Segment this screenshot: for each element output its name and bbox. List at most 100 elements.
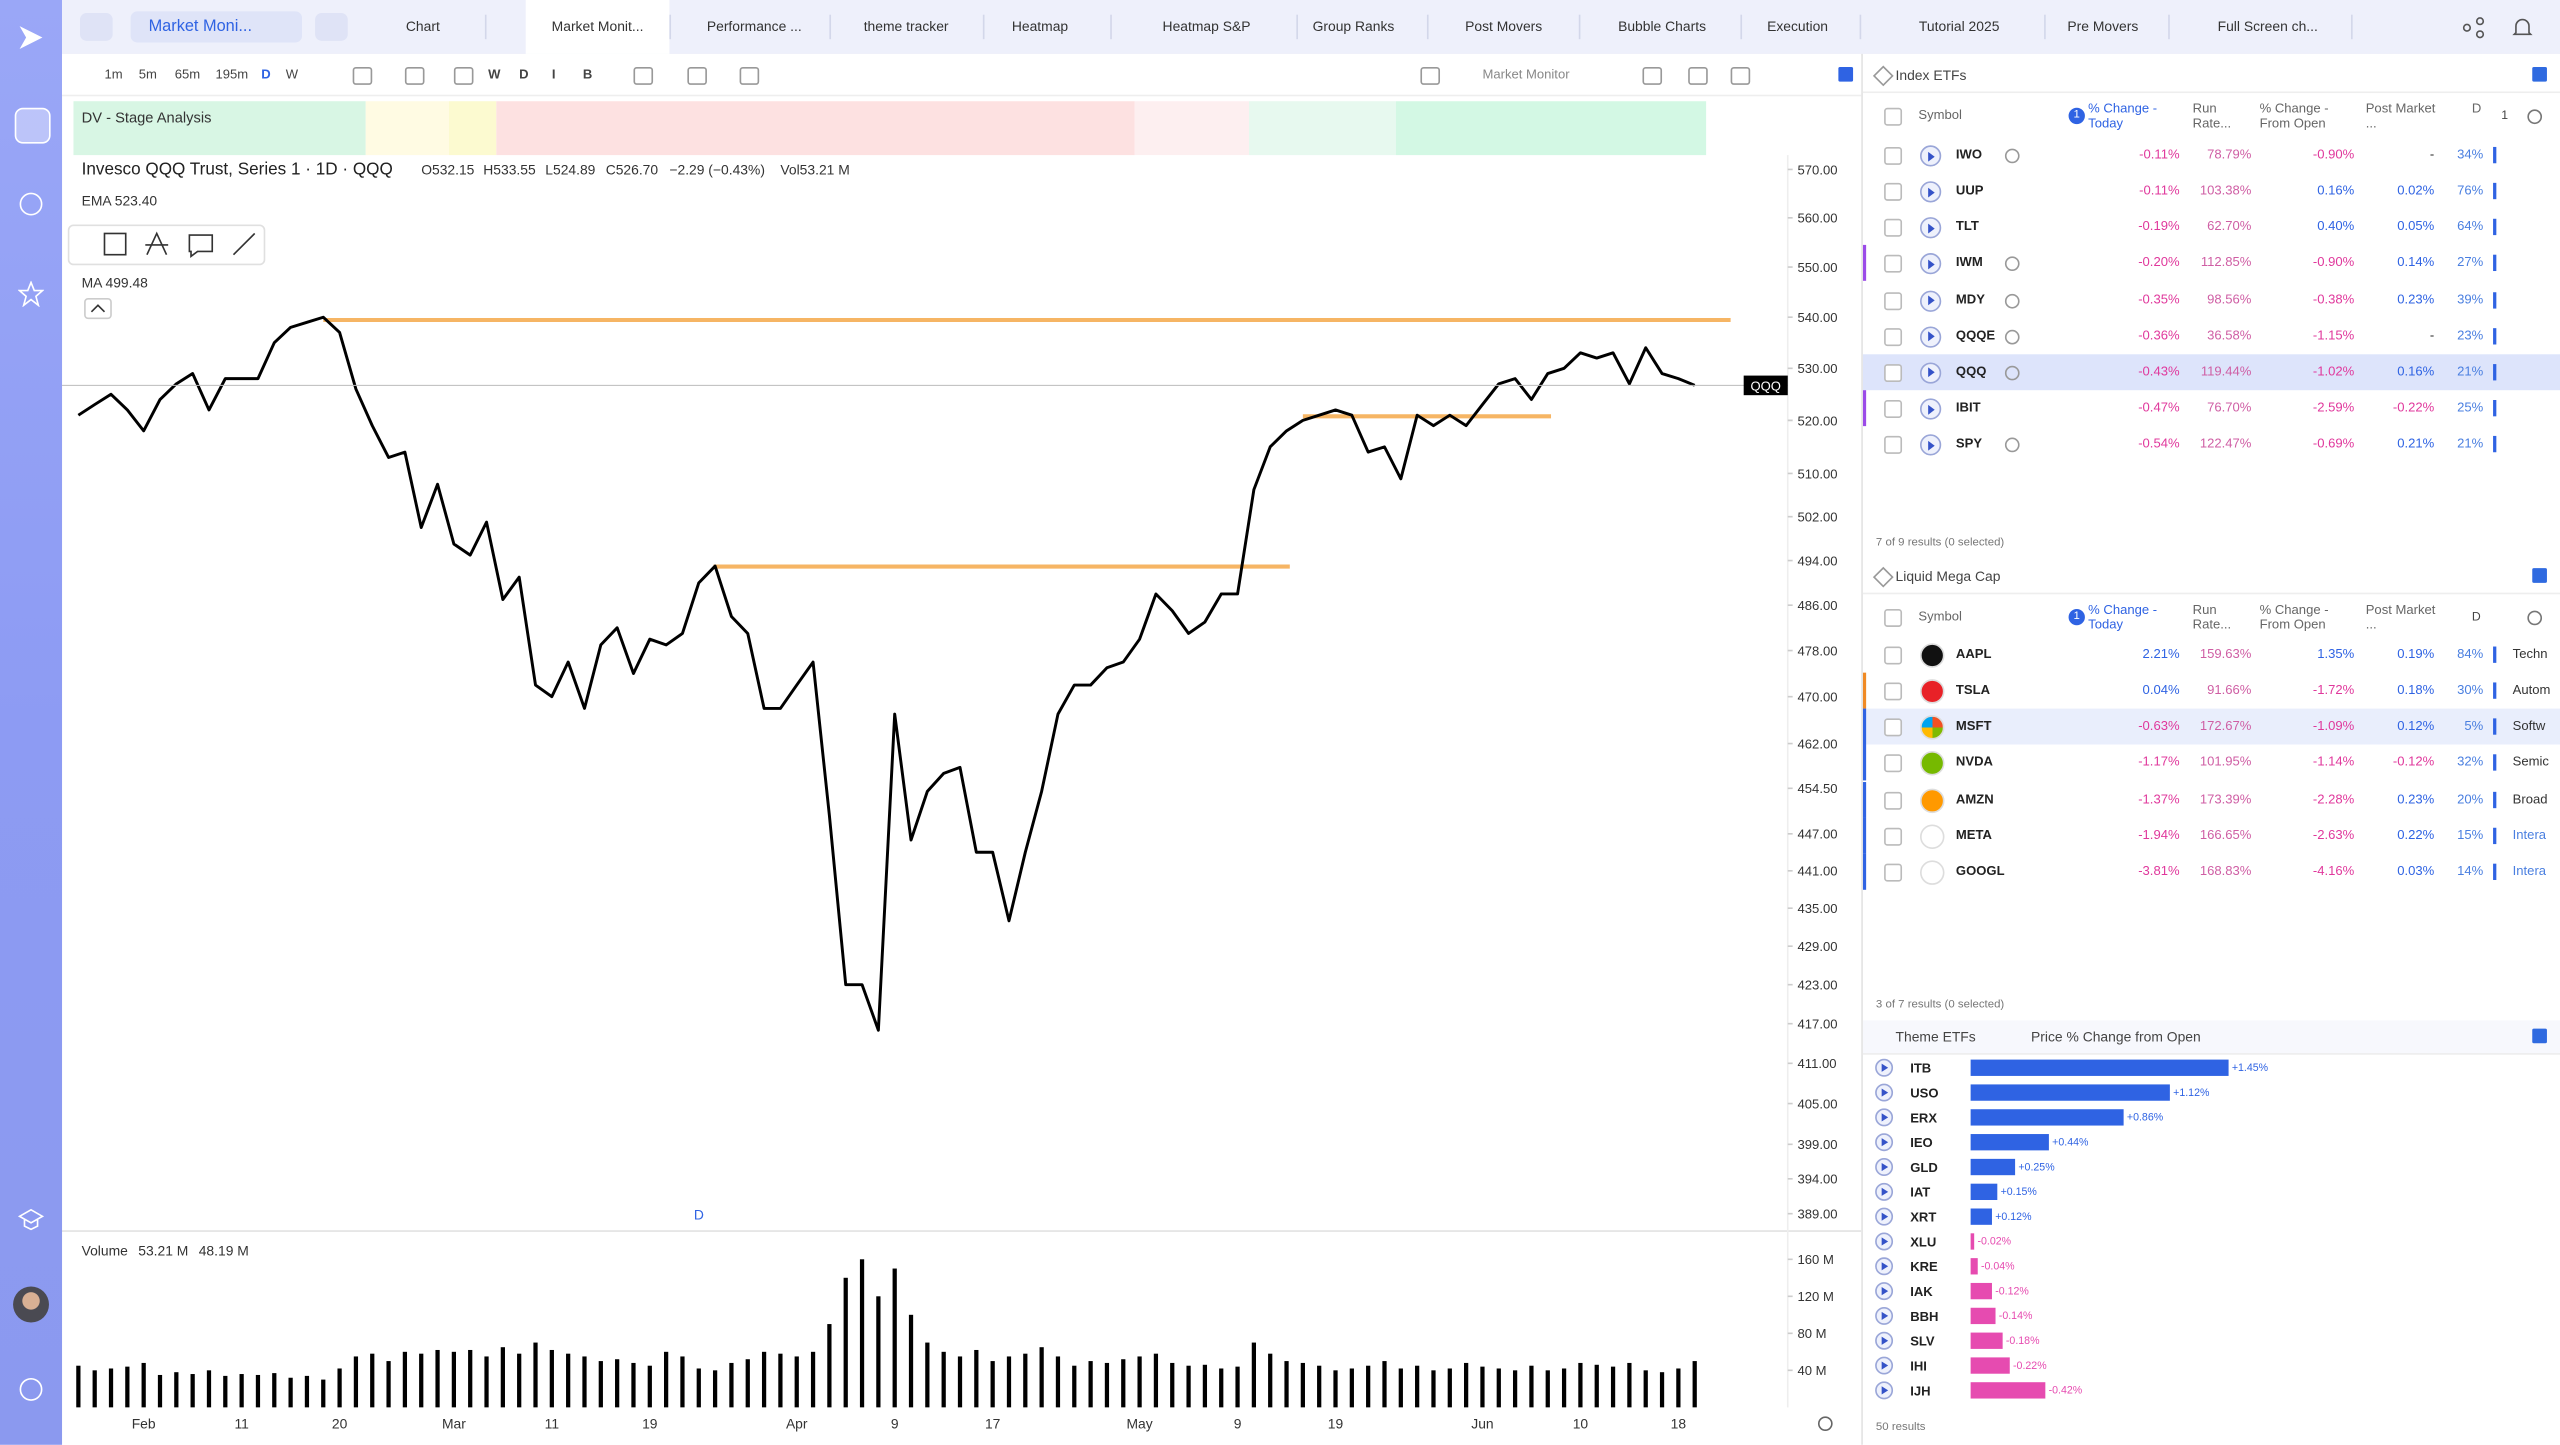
tab[interactable]: theme tracker: [863, 17, 949, 35]
symbol[interactable]: GOOGL: [1955, 863, 2005, 879]
row-checkbox[interactable]: [1884, 146, 1903, 165]
toolbar-icon[interactable]: [1688, 66, 1708, 85]
note-tool[interactable]: [188, 234, 214, 258]
row-checkbox[interactable]: [1884, 400, 1903, 419]
column-header[interactable]: Symbol: [1918, 107, 1962, 123]
tab[interactable]: Bubble Charts: [1618, 17, 1707, 35]
symbol[interactable]: UUP: [1955, 183, 1984, 198]
style-button[interactable]: I: [551, 66, 556, 82]
column-header[interactable]: Symbol: [1918, 608, 1962, 624]
interval-button[interactable]: W: [285, 66, 299, 82]
line-tool[interactable]: [232, 232, 256, 256]
column-header[interactable]: % Change - Today: [2088, 602, 2158, 632]
play-button[interactable]: [1920, 434, 1942, 456]
help-button[interactable]: [19, 1377, 43, 1401]
row-checkbox[interactable]: [1884, 718, 1903, 737]
row-checkbox[interactable]: [1884, 183, 1903, 202]
row-checkbox[interactable]: [1884, 219, 1903, 238]
symbol[interactable]: TLT: [1955, 219, 1979, 234]
row-checkbox[interactable]: [1884, 363, 1903, 382]
tab[interactable]: Tutorial 2025: [1918, 17, 2000, 35]
tab[interactable]: Performance ...: [706, 17, 802, 35]
sidebar-learn[interactable]: [17, 1208, 45, 1231]
panel-toggle[interactable]: [2532, 568, 2547, 583]
symbol[interactable]: QQQE: [1955, 327, 1996, 343]
symbol[interactable]: IBIT: [1955, 400, 1981, 415]
column-settings[interactable]: [2527, 610, 2543, 626]
symbol[interactable]: MSFT: [1955, 718, 1992, 734]
column-settings[interactable]: [2527, 109, 2543, 125]
symbol[interactable]: MDY: [1955, 291, 1985, 307]
column-header[interactable]: % Change - From Open: [2259, 101, 2329, 131]
tab[interactable]: Pre Movers: [2067, 17, 2139, 35]
apps-button[interactable]: [315, 13, 348, 41]
symbol[interactable]: AMZN: [1955, 791, 1994, 806]
toolbar-icon[interactable]: [352, 66, 373, 85]
search-button[interactable]: [80, 13, 113, 41]
sidebar-star[interactable]: [17, 280, 45, 307]
play-button[interactable]: [1920, 326, 1942, 348]
settings-icon[interactable]: [1817, 1416, 1833, 1432]
symbol[interactable]: QQQ: [1955, 363, 1987, 379]
tab[interactable]: Chart: [405, 17, 440, 35]
tab[interactable]: Post Movers: [1465, 17, 1543, 35]
sidebar-dashboard[interactable]: [14, 107, 51, 144]
style-button[interactable]: D: [519, 66, 529, 82]
fib-tool[interactable]: [145, 231, 169, 256]
sidebar-radar[interactable]: [19, 192, 43, 216]
toolbar-icon[interactable]: [404, 66, 425, 85]
row-checkbox[interactable]: [1884, 827, 1903, 846]
row-checkbox[interactable]: [1884, 755, 1903, 773]
tab[interactable]: Market Monit...: [525, 0, 670, 54]
interval-button[interactable]: 65m: [174, 66, 201, 82]
row-checkbox[interactable]: [1884, 436, 1903, 455]
tab[interactable]: Group Ranks: [1312, 17, 1395, 35]
select-all[interactable]: [1884, 107, 1903, 126]
symbol[interactable]: META: [1955, 827, 1992, 843]
play-button[interactable]: [1920, 145, 1942, 167]
panel-toggle[interactable]: [2532, 66, 2547, 82]
notifications[interactable]: [2511, 16, 2534, 39]
row-checkbox[interactable]: [1884, 255, 1903, 274]
share-button[interactable]: [2462, 16, 2485, 39]
symbol[interactable]: AAPL: [1955, 646, 1992, 662]
play-button[interactable]: [1920, 253, 1942, 276]
select-all[interactable]: [1884, 608, 1903, 627]
rect-tool[interactable]: [103, 232, 127, 256]
play-button[interactable]: [1920, 181, 1942, 203]
column-header[interactable]: Post Market ...: [2365, 602, 2436, 632]
play-button[interactable]: [1920, 289, 1942, 312]
toolbar-icon[interactable]: [1730, 66, 1751, 85]
tab[interactable]: Heatmap S&P: [1162, 17, 1251, 35]
toolbar-icon[interactable]: [1642, 66, 1663, 85]
play-button[interactable]: [1920, 398, 1942, 420]
column-header[interactable]: % Change - Today: [2088, 101, 2158, 131]
toolbar-icon[interactable]: [1420, 66, 1441, 85]
toolbar-icon[interactable]: [633, 66, 654, 85]
row-checkbox[interactable]: [1884, 863, 1903, 882]
interval-button[interactable]: 1m: [104, 66, 123, 82]
interval-button[interactable]: D: [261, 66, 271, 82]
symbol[interactable]: NVDA: [1955, 755, 1993, 770]
column-header[interactable]: Run Rate...: [2192, 602, 2232, 632]
column-header[interactable]: % Change - From Open: [2259, 602, 2329, 632]
play-button[interactable]: [1920, 217, 1942, 239]
toolbar-icon[interactable]: [739, 66, 760, 85]
symbol[interactable]: IWM: [1955, 255, 1983, 271]
tab[interactable]: Full Screen ch...: [2217, 17, 2318, 35]
layout-name[interactable]: Market Monitor: [1482, 66, 1570, 82]
symbol[interactable]: SPY: [1955, 436, 1983, 451]
column-header[interactable]: D: [2471, 101, 2482, 116]
style-button[interactable]: W: [488, 66, 501, 82]
symbol[interactable]: IWO: [1955, 146, 1983, 162]
panel-toggle[interactable]: [2532, 1028, 2547, 1044]
tab[interactable]: Execution: [1767, 17, 1829, 35]
column-header[interactable]: Post Market ...: [2365, 101, 2436, 131]
interval-button[interactable]: 195m: [215, 66, 249, 82]
toolbar-icon[interactable]: [687, 66, 707, 85]
row-checkbox[interactable]: [1884, 682, 1903, 701]
style-button[interactable]: B: [582, 66, 593, 82]
tab[interactable]: Heatmap: [1011, 17, 1069, 35]
row-checkbox[interactable]: [1884, 791, 1903, 810]
workspace-select[interactable]: Market Moni...: [130, 11, 303, 43]
